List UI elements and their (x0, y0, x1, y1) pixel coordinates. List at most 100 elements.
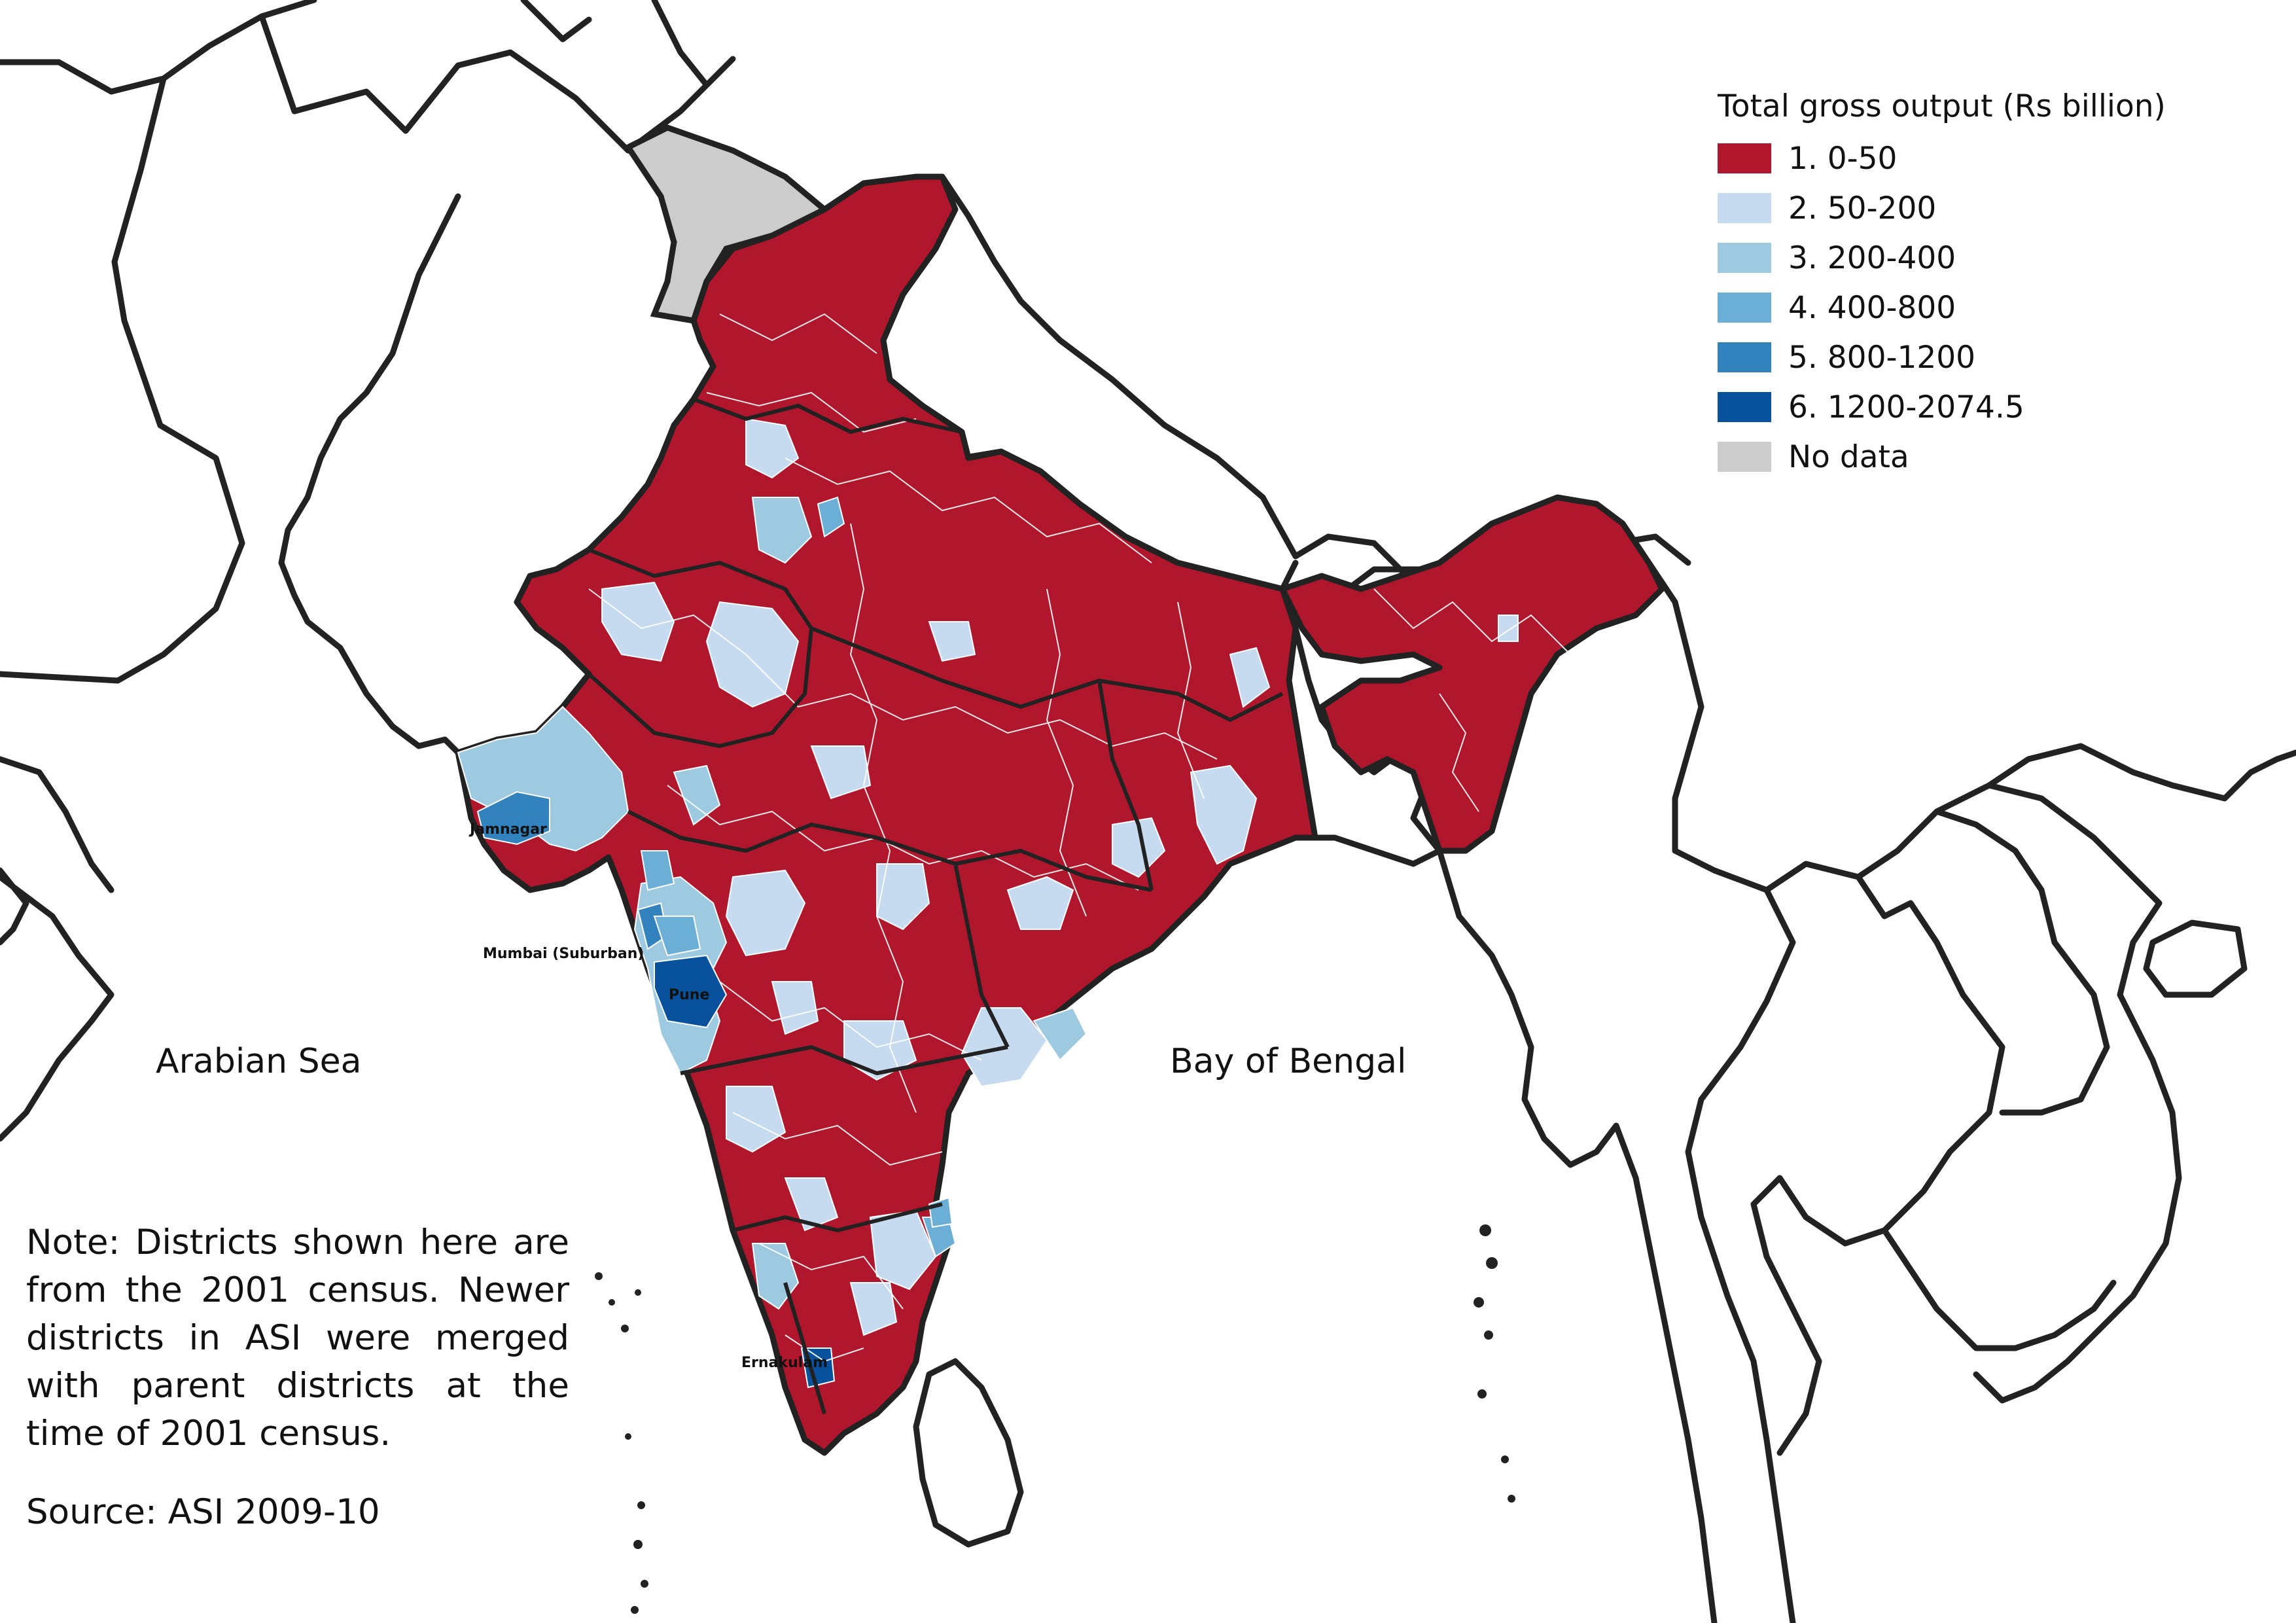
city-label-mumbai: Mumbai (Suburban) (483, 946, 645, 962)
maharashtra-district (725, 869, 806, 957)
legend-title: Total gross output (Rs billion) (1718, 88, 2166, 124)
state-boundary (783, 1282, 826, 1414)
legend-item-200-400: 3. 200-400 (1718, 233, 2166, 283)
maldive-island (635, 1289, 641, 1296)
bay-of-bengal-label: Bay of Bengal (1170, 1042, 1407, 1081)
legend-swatch (1718, 143, 1771, 173)
haryana-district (751, 497, 813, 564)
delhi-district (817, 496, 845, 538)
state-boundary (953, 863, 1010, 1048)
maldive-island (609, 1299, 615, 1306)
map-note: Note: Districts shown here are from the … (26, 1222, 569, 1454)
odisha-coast (1190, 764, 1258, 865)
maldive-island (595, 1272, 603, 1280)
andaman-island (1484, 1330, 1493, 1340)
legend-label: 2. 50-200 (1788, 190, 1937, 226)
maldive-island (633, 1540, 643, 1549)
thailand-border (1750, 861, 2005, 1456)
district-boundary (719, 981, 982, 1166)
map-source: Source: ASI 2009-10 (26, 1492, 380, 1532)
rajasthan-district (601, 581, 675, 662)
district-boundary (1046, 588, 1205, 917)
district-boundary (758, 1243, 904, 1363)
legend-label: 1. 0-50 (1788, 140, 1898, 177)
state-boundary (627, 810, 1152, 892)
surat-district (640, 850, 675, 891)
odisha-district (1112, 817, 1166, 878)
legend-item-800-1200: 5. 800-1200 (1718, 332, 2166, 382)
cambodia-border (1881, 1227, 2117, 1351)
legend-swatch (1718, 193, 1771, 223)
legend-swatch (1718, 243, 1771, 273)
district-boundary (706, 313, 1152, 563)
legend-swatch (1718, 392, 1771, 422)
wb-district (1229, 647, 1271, 708)
district-boundary (849, 523, 917, 1113)
andaman-island (1474, 1297, 1484, 1308)
nicobar-island (1508, 1495, 1515, 1503)
up-district (928, 621, 976, 662)
state-boundary (1097, 680, 1154, 891)
legend-item-50-200: 2. 50-200 (1718, 183, 2166, 233)
legend-item-0-50: 1. 0-50 (1718, 134, 2166, 183)
legend-label: No data (1788, 438, 1909, 475)
state-boundary (810, 626, 1284, 722)
karnataka-district (726, 1086, 786, 1153)
rajasthan-district (705, 601, 800, 708)
maharashtra-district (876, 863, 930, 931)
central-asia-border (258, 13, 736, 154)
legend-label: 4. 400-800 (1788, 289, 1956, 326)
legend-label: 3. 200-400 (1788, 240, 1956, 276)
laos-border (1855, 808, 2110, 1116)
district-boundary (588, 588, 1218, 760)
map-legend: Total gross output (Rs billion) 1. 0-50 … (1718, 88, 2166, 482)
legend-label: 5. 800-1200 (1788, 339, 1976, 376)
maldive-island (641, 1580, 648, 1588)
legend-swatch (1718, 342, 1771, 372)
arabia-coast (0, 874, 115, 1142)
district-boundary (667, 785, 1139, 891)
legend-item-no-data: No data (1718, 432, 2166, 482)
pakistan-border (278, 193, 461, 756)
city-label-pune: Pune (669, 987, 710, 1003)
legend-swatch (1718, 442, 1771, 472)
legend-item-400-800: 4. 400-800 (1718, 283, 2166, 332)
mp-district (673, 764, 721, 826)
china-south-border (1986, 743, 2296, 802)
ne-district (1498, 615, 1519, 642)
nicobar-island (1501, 1455, 1509, 1463)
mp-district (810, 745, 872, 800)
sri-lanka-island (913, 1358, 1024, 1548)
maldive-island (621, 1325, 629, 1332)
china-tajik-border (520, 0, 710, 88)
chhattisgarh-district (1006, 876, 1074, 930)
jamnagar-district (476, 791, 550, 846)
legend-swatch (1718, 293, 1771, 323)
legend-item-1200-2074: 6. 1200-2074.5 (1718, 382, 2166, 432)
myanmar-border (1646, 560, 1796, 1623)
bangladesh-border (1292, 625, 1443, 867)
myanmar-coast (1436, 847, 1718, 1623)
india-mainland (455, 173, 1318, 1456)
maharashtra-district (771, 981, 819, 1035)
state-boundary (680, 1045, 1008, 1075)
tamilnadu-district (849, 1282, 898, 1336)
andaman-island (1477, 1389, 1487, 1399)
northeast-india (1279, 494, 1665, 854)
city-label-jamnagar: Jamnagar (470, 821, 547, 838)
hainan-island (2143, 919, 2248, 998)
state-boundary (732, 1202, 943, 1232)
state-boundary (587, 548, 813, 748)
punjab-district (745, 418, 800, 479)
thane-district (653, 916, 701, 957)
karnataka-district (784, 1177, 839, 1232)
arabian-sea-label: Arabian Sea (156, 1042, 362, 1081)
maldive-island (625, 1433, 631, 1440)
maldive-island (631, 1606, 639, 1614)
maldive-island (637, 1501, 645, 1509)
ap-coast-district (1033, 1007, 1087, 1061)
kashmir-no-data (624, 124, 828, 325)
pune-district (654, 954, 728, 1029)
andaman-island (1486, 1257, 1498, 1269)
